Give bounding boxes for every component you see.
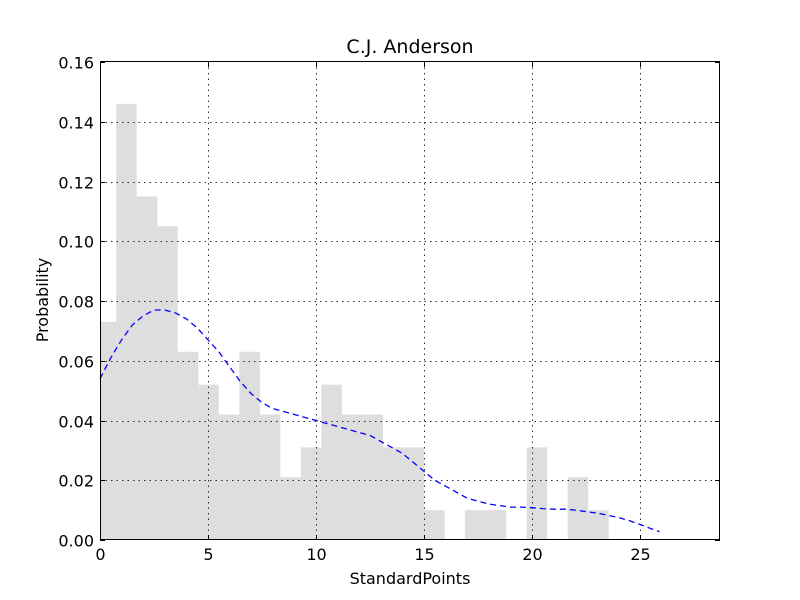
ticks-layer: 0 5 10 15 20 25 0.00 0.02 0.04 0.06 0.08 0.10 0.12 0.… xyxy=(58,54,720,564)
histogram-bar-9 xyxy=(280,477,301,540)
x-axis-title: StandardPoints xyxy=(350,569,471,588)
x-tick-label-3: 15 xyxy=(414,545,434,564)
histogram-bar-7 xyxy=(239,351,260,540)
y-tick-label-3: 0.06 xyxy=(58,353,94,372)
y-tick-label-8: 0.16 xyxy=(58,54,94,73)
histogram-bar-24 xyxy=(588,510,609,540)
y-tick-label-4: 0.08 xyxy=(58,293,94,312)
histogram-bar-8 xyxy=(259,414,281,540)
x-tick-label-2: 10 xyxy=(306,545,326,564)
histogram-bar-10 xyxy=(300,447,322,540)
x-tick-label-1: 5 xyxy=(203,545,213,564)
plot-frame xyxy=(100,61,720,540)
histogram-bar-6 xyxy=(218,414,240,540)
histogram-bar-16 xyxy=(424,510,445,540)
y-tick-label-2: 0.04 xyxy=(58,413,94,432)
y-axis-title: Probability xyxy=(33,258,52,343)
y-tick-label-6: 0.12 xyxy=(58,174,94,193)
y-tick-label-1: 0.02 xyxy=(58,472,94,491)
histogram-bar-12 xyxy=(341,414,363,540)
y-tick-label-5: 0.10 xyxy=(58,233,94,252)
histogram-bar-19 xyxy=(485,510,507,540)
histogram-bar-3 xyxy=(157,226,178,540)
histogram-bar-21 xyxy=(526,447,548,540)
bars-layer xyxy=(100,103,609,540)
histogram-bar-18 xyxy=(465,510,486,540)
chart-title: C.J. Anderson xyxy=(346,36,473,58)
density-curve xyxy=(99,309,660,533)
histogram-bar-15 xyxy=(403,447,425,540)
histogram-bar-2 xyxy=(136,196,158,540)
x-tick-label-4: 20 xyxy=(522,545,542,564)
histogram-bar-4 xyxy=(177,351,199,540)
histogram-bar-14 xyxy=(382,447,404,540)
histogram-bar-13 xyxy=(362,414,383,540)
histogram-bar-0 xyxy=(100,321,117,540)
x-tick-label-0: 0 xyxy=(95,545,105,564)
y-tick-label-0: 0.00 xyxy=(58,532,94,551)
histogram-bar-11 xyxy=(321,384,342,540)
histogram-bar-1 xyxy=(116,103,137,540)
histogram-bar-5 xyxy=(198,384,219,540)
x-tick-label-5: 25 xyxy=(630,545,650,564)
y-tick-label-7: 0.14 xyxy=(58,114,94,133)
histogram-bar-23 xyxy=(567,477,589,540)
